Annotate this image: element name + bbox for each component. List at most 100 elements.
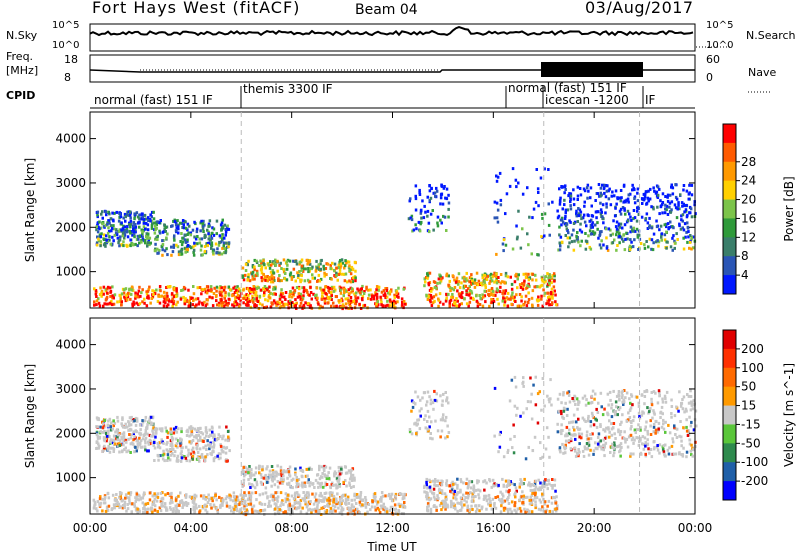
- data-cell: [172, 219, 175, 223]
- data-cell: [160, 501, 163, 505]
- data-cell: [514, 495, 517, 499]
- data-cell: [299, 499, 303, 502]
- data-cell: [135, 449, 138, 453]
- data-cell: [208, 295, 211, 299]
- data-cell: [445, 479, 449, 483]
- data-cell: [203, 459, 207, 463]
- data-cell: [332, 500, 335, 504]
- data-cell: [544, 510, 547, 514]
- data-cell: [113, 498, 117, 502]
- data-cell: [600, 239, 603, 243]
- data-cell: [501, 477, 504, 481]
- data-cell: [393, 295, 396, 299]
- data-cell: [330, 285, 334, 289]
- data-cell: [613, 441, 616, 445]
- data-cell: [198, 510, 201, 514]
- data-cell: [269, 270, 273, 274]
- data-cell: [433, 480, 437, 484]
- data-cell: [447, 201, 451, 205]
- data-cell: [340, 467, 343, 471]
- data-cell: [465, 289, 468, 293]
- data-cell: [633, 197, 636, 200]
- data-cell: [117, 442, 120, 446]
- data-cell: [169, 427, 173, 431]
- data-cell: [276, 499, 279, 503]
- data-cell: [354, 279, 357, 283]
- data-cell: [285, 470, 288, 474]
- data-cell: [557, 248, 560, 252]
- data-cell: [602, 183, 606, 187]
- data-cell: [445, 272, 449, 276]
- data-cell: [134, 294, 137, 298]
- data-cell: [313, 276, 316, 280]
- data-cell: [111, 427, 114, 431]
- data-cell: [238, 503, 241, 506]
- data-cell: [682, 236, 685, 240]
- data-cell: [334, 483, 338, 487]
- data-cell: [140, 240, 143, 244]
- data-cell: [459, 509, 462, 512]
- data-cell: [146, 510, 149, 514]
- data-cell: [382, 289, 386, 293]
- data-cell: [588, 219, 591, 223]
- data-cell: [488, 478, 491, 481]
- data-cell: [625, 391, 629, 395]
- data-cell: [200, 244, 203, 248]
- data-cell: [211, 450, 214, 454]
- data-cell: [352, 509, 356, 513]
- data-cell: [493, 503, 496, 507]
- data-cell: [259, 473, 263, 477]
- data-cell: [668, 201, 672, 205]
- data-cell: [665, 225, 668, 229]
- data-cell: [347, 506, 350, 510]
- data-cell: [132, 230, 136, 234]
- data-cell: [307, 270, 310, 274]
- data-cell: [216, 247, 219, 251]
- data-cell: [476, 304, 480, 308]
- data-cell: [244, 513, 248, 517]
- data-cell: [207, 241, 211, 245]
- data-cell: [289, 299, 292, 303]
- data-cell: [133, 228, 137, 232]
- data-cell: [254, 491, 258, 495]
- data-cell: [694, 424, 698, 428]
- data-cell: [279, 261, 282, 265]
- data-cell: [276, 510, 280, 514]
- colorbar-segment: [723, 142, 736, 163]
- data-cell: [470, 480, 474, 484]
- data-cell: [556, 209, 559, 213]
- data-cell: [436, 215, 440, 219]
- data-cell: [143, 433, 146, 437]
- data-cell: [303, 481, 307, 485]
- data-cell: [565, 227, 569, 231]
- data-cell: [554, 507, 557, 511]
- data-cell: [576, 198, 579, 201]
- data-cell: [531, 498, 535, 502]
- data-cell: [657, 389, 661, 393]
- data-cell: [577, 212, 581, 216]
- data-cell: [208, 447, 211, 451]
- data-cell: [593, 231, 597, 235]
- data-cell: [403, 492, 406, 496]
- data-cell: [186, 228, 189, 232]
- data-cell: [469, 491, 472, 495]
- data-cell: [600, 230, 603, 234]
- data-cell: [138, 436, 141, 440]
- data-cell: [361, 295, 365, 299]
- data-cell: [522, 283, 526, 287]
- data-cell: [208, 433, 212, 437]
- data-cell: [330, 277, 333, 281]
- data-cell: [110, 300, 113, 303]
- data-cell: [679, 227, 683, 231]
- data-cell: [125, 294, 128, 298]
- data-cell: [686, 434, 690, 437]
- data-cell: [124, 493, 128, 497]
- data-cell: [650, 205, 653, 209]
- data-cell: [152, 210, 155, 214]
- data-cell: [666, 193, 670, 197]
- data-cell: [224, 451, 228, 455]
- data-cell: [603, 454, 606, 458]
- data-cell: [308, 484, 311, 488]
- data-cell: [589, 226, 593, 229]
- data-cell: [383, 506, 387, 510]
